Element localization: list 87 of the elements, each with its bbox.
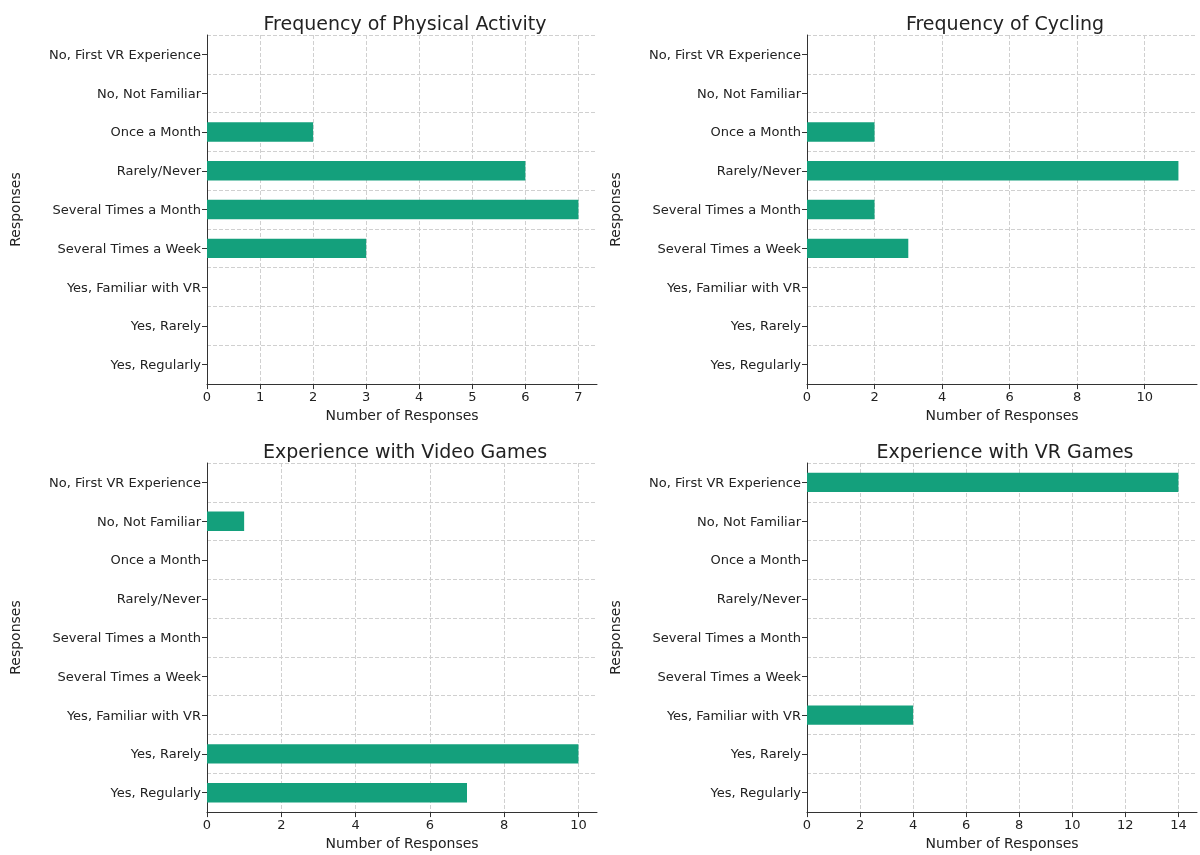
y-tick-label: No, First VR Experience bbox=[49, 474, 201, 490]
bar bbox=[207, 238, 367, 259]
x-tick-label: 7 bbox=[574, 389, 583, 405]
y-tick-label: Yes, Regularly bbox=[109, 357, 202, 373]
y-tick-label: No, Not Familiar bbox=[697, 85, 802, 101]
x-tick-label: 3 bbox=[362, 389, 371, 405]
bar bbox=[207, 510, 245, 531]
y-axis-title: Responses bbox=[7, 599, 23, 675]
x-tick-label: 4 bbox=[937, 389, 947, 405]
y-tick-label: Yes, Rarely bbox=[129, 745, 202, 761]
bar bbox=[807, 122, 875, 142]
y-tick-label: Once a Month bbox=[110, 124, 201, 140]
y-tick-label: Yes, Regularly bbox=[109, 784, 202, 800]
y-axis-title: Responses bbox=[607, 599, 623, 675]
x-tick-label: 8 bbox=[1015, 816, 1024, 832]
x-tick-label: 2 bbox=[870, 389, 879, 405]
y-tick-label: Several Times a Month bbox=[52, 629, 201, 645]
y-tick-label: Yes, Rarely bbox=[129, 318, 202, 334]
chart-title: Experience with VR Games bbox=[876, 439, 1134, 461]
y-tick-label: Several Times a Month bbox=[52, 202, 201, 218]
y-tick-label: No, Not Familiar bbox=[97, 513, 202, 529]
x-tick-label: 14 bbox=[1170, 816, 1187, 832]
y-tick-label: Yes, Familiar with VR bbox=[665, 707, 801, 723]
y-tick-label: No, Not Familiar bbox=[97, 85, 202, 101]
bar bbox=[207, 199, 579, 220]
y-tick-label: Yes, Familiar with VR bbox=[65, 707, 201, 723]
x-tick-label: 10 bbox=[1136, 389, 1153, 405]
x-tick-label: 6 bbox=[521, 389, 530, 405]
bar bbox=[207, 161, 526, 181]
x-tick-label: 12 bbox=[1117, 816, 1134, 832]
chart-title: Frequency of Cycling bbox=[905, 11, 1105, 34]
bar bbox=[807, 238, 909, 259]
x-axis-title: Number of Responses bbox=[925, 834, 1079, 851]
y-tick-label: Rarely/Never bbox=[716, 163, 802, 179]
y-tick-label: Several Times a Week bbox=[657, 240, 802, 256]
chart-title: Experience with Video Games bbox=[262, 439, 548, 461]
y-tick-label: Several Times a Week bbox=[57, 240, 202, 256]
x-axis-title: Number of Responses bbox=[325, 407, 479, 423]
x-tick-label: 0 bbox=[802, 389, 812, 405]
y-tick-label: Once a Month bbox=[110, 551, 201, 567]
x-tick-label: 10 bbox=[570, 816, 587, 832]
x-tick-label: 8 bbox=[500, 816, 509, 832]
x-tick-label: 1 bbox=[255, 389, 265, 405]
y-tick-label: Yes, Familiar with VR bbox=[665, 279, 801, 295]
x-tick-label: 6 bbox=[962, 816, 971, 832]
y-tick-label: Rarely/Never bbox=[116, 163, 202, 179]
y-tick-label: Once a Month bbox=[710, 124, 801, 140]
x-tick-label: 4 bbox=[908, 816, 918, 832]
y-tick-label: Yes, Rarely bbox=[729, 745, 802, 761]
y-tick-label: Yes, Regularly bbox=[709, 784, 802, 800]
x-tick-label: 0 bbox=[802, 816, 812, 832]
y-tick-label: Several Times a Month bbox=[652, 202, 801, 218]
y-tick-label: No, First VR Experience bbox=[49, 46, 201, 62]
y-tick-label: No, First VR Experience bbox=[649, 474, 801, 490]
x-tick-label: 6 bbox=[1005, 389, 1014, 405]
x-tick-label: 8 bbox=[1072, 389, 1082, 405]
y-tick-label: No, First VR Experience bbox=[649, 46, 801, 62]
y-tick-label: Rarely/Never bbox=[716, 590, 802, 606]
y-tick-label: Yes, Regularly bbox=[709, 357, 802, 373]
bar bbox=[807, 199, 875, 220]
x-tick-label: 4 bbox=[415, 389, 424, 405]
x-axis-title: Number of Responses bbox=[325, 834, 479, 851]
x-tick-label: 4 bbox=[351, 816, 360, 832]
y-tick-label: Several Times a Month bbox=[652, 629, 801, 645]
y-tick-label: Several Times a Week bbox=[57, 668, 202, 684]
y-axis-title: Responses bbox=[7, 172, 23, 247]
x-tick-label: 2 bbox=[277, 816, 286, 832]
y-tick-label: Rarely/Never bbox=[116, 590, 202, 606]
x-tick-label: 5 bbox=[468, 389, 477, 405]
y-tick-label: Yes, Rarely bbox=[729, 318, 802, 334]
bar bbox=[207, 782, 467, 802]
chart-title: Frequency of Physical Activity bbox=[263, 11, 547, 34]
x-axis-title: Number of Responses bbox=[925, 407, 1079, 423]
bar bbox=[207, 122, 314, 142]
y-tick-label: Yes, Familiar with VR bbox=[65, 279, 201, 295]
bar bbox=[207, 743, 579, 764]
y-tick-label: No, Not Familiar bbox=[697, 513, 802, 529]
x-tick-label: 2 bbox=[855, 816, 865, 832]
x-tick-label: 0 bbox=[202, 816, 212, 832]
bar bbox=[807, 161, 1179, 181]
y-tick-label: Once a Month bbox=[710, 551, 801, 567]
x-tick-label: 2 bbox=[308, 389, 318, 405]
y-axis-title: Responses bbox=[607, 172, 623, 247]
x-tick-label: 6 bbox=[425, 816, 434, 832]
x-tick-label: 0 bbox=[202, 389, 212, 405]
x-tick-label: 10 bbox=[1064, 816, 1081, 832]
y-tick-label: Several Times a Week bbox=[657, 668, 802, 684]
